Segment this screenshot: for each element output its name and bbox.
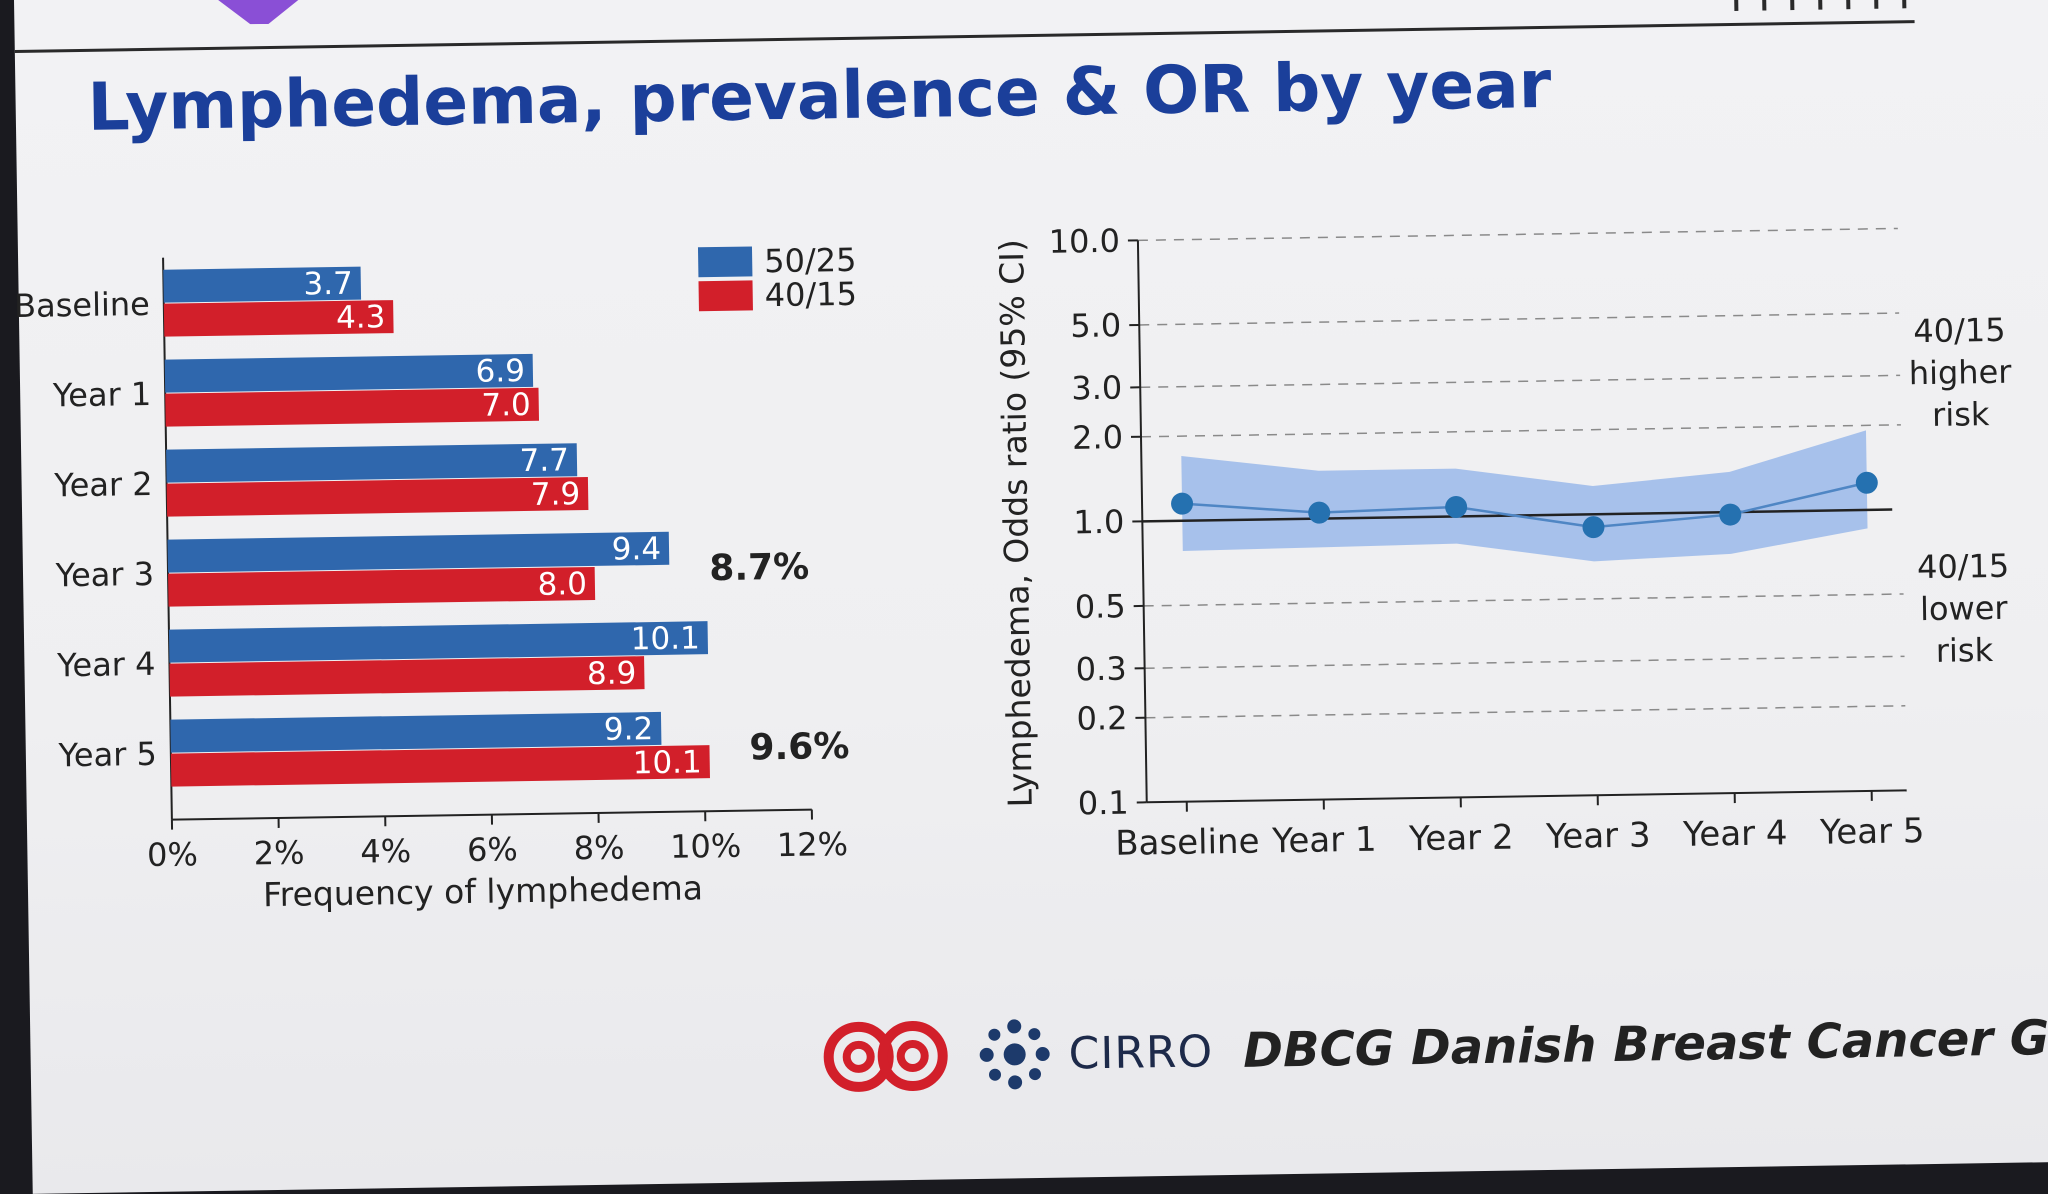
x-tick-label: Year 1 xyxy=(1271,820,1377,862)
x-tick-label: Baseline xyxy=(1115,822,1260,864)
side-note-lower: risk xyxy=(1936,631,1994,670)
bar-value-label: 7.9 xyxy=(531,476,581,513)
y-tick-label: 2.0 xyxy=(1072,418,1123,457)
dbcg-label: DBCG Danish Breast Cancer Group xyxy=(1242,1008,2048,1079)
side-note-upper: 40/15 xyxy=(1913,311,2006,350)
x-tick-label: 12% xyxy=(777,825,849,864)
y-tick-label: 0.1 xyxy=(1078,784,1129,823)
category-label: Year 1 xyxy=(52,375,152,415)
y-tick-label: 5.0 xyxy=(1070,306,1121,345)
or-point xyxy=(1171,492,1194,515)
legend-label: 50/25 xyxy=(764,241,857,280)
bar xyxy=(166,477,589,517)
bar xyxy=(163,300,394,337)
or-point xyxy=(1308,501,1331,524)
legend-label: 40/15 xyxy=(764,275,857,314)
gridline xyxy=(1137,227,1898,242)
category-label: Year 5 xyxy=(57,735,157,775)
bar xyxy=(167,531,670,573)
bar xyxy=(170,711,662,753)
bar xyxy=(168,621,709,663)
bar-value-label: 10.1 xyxy=(630,620,700,657)
gridline xyxy=(1144,655,1905,670)
bar xyxy=(163,266,362,303)
bar-value-label: 8.9 xyxy=(587,655,637,692)
slide: Lymphedema, prevalence & OR by year 0% 2%… xyxy=(14,0,2048,1194)
bar xyxy=(170,745,710,787)
side-note-lower: lower xyxy=(1920,589,2009,628)
y-tick-label: 0.2 xyxy=(1076,699,1127,738)
side-note-lower: 40/15 xyxy=(1917,547,2010,586)
gridline xyxy=(1143,593,1904,607)
prevalence-bar-chart: 0% 2% 4% 6% 8% 10% 12% Frequency of lymphedema B… xyxy=(14,241,857,914)
y-tick-label: 1.0 xyxy=(1073,503,1124,542)
gridline xyxy=(1140,424,1901,438)
legend-swatch xyxy=(698,280,753,312)
bar-value-label: 7.7 xyxy=(519,442,569,479)
x-tick-label: 2% xyxy=(253,834,304,873)
x-tick-label: Year 2 xyxy=(1408,818,1514,860)
cirro-logo-icon xyxy=(979,1019,1050,1090)
bar-value-label: 10.1 xyxy=(632,744,702,781)
side-note-upper: higher xyxy=(1908,353,2012,393)
or-point xyxy=(1719,503,1742,526)
bar-value-label: 6.9 xyxy=(475,353,525,390)
or-point xyxy=(1445,496,1468,519)
category-label: Year 2 xyxy=(53,465,153,505)
side-note-upper: risk xyxy=(1932,395,1990,434)
bar xyxy=(168,566,596,607)
bar-value-label: 3.7 xyxy=(303,266,353,303)
annotation-label: 8.7% xyxy=(709,547,809,590)
x-axis-title: Frequency of lymphedema xyxy=(263,868,703,914)
y-tick-label: 0.5 xyxy=(1074,587,1125,626)
x-tick-label: 6% xyxy=(467,830,518,869)
bar-value-label: 9.2 xyxy=(604,711,654,748)
gridline xyxy=(1139,312,1900,326)
y-tick-label: 0.3 xyxy=(1075,650,1126,689)
x-axis-line xyxy=(1146,789,1907,804)
gridline xyxy=(1140,374,1901,389)
or-point xyxy=(1582,516,1605,539)
x-tick-label: 10% xyxy=(670,827,742,866)
x-tick-label: 8% xyxy=(573,829,624,868)
ci-band xyxy=(1181,430,1868,562)
bar xyxy=(169,656,645,697)
bar xyxy=(165,387,540,427)
dbcg-logo-icon xyxy=(823,1021,948,1092)
y-tick-label: 10.0 xyxy=(1048,222,1120,261)
bar-value-label: 9.4 xyxy=(611,531,661,568)
footer-logos: CIRRO DBCG Danish Breast Cancer Group xyxy=(820,996,2048,1097)
gridline xyxy=(1145,705,1906,719)
bar-value-label: 8.0 xyxy=(537,566,587,603)
or-point xyxy=(1855,471,1878,494)
or-line xyxy=(1181,481,1868,529)
bar xyxy=(166,443,578,483)
x-tick-label: Year 4 xyxy=(1682,813,1788,855)
x-tick-label: Year 5 xyxy=(1819,811,1925,853)
bar-value-label: 4.3 xyxy=(336,299,386,336)
cirro-label: CIRRO xyxy=(1068,1025,1214,1080)
category-label: Year 3 xyxy=(54,555,154,595)
bar xyxy=(164,353,534,393)
y-axis-title: Lymphedema, Odds ratio (95% CI) xyxy=(992,239,1040,808)
annotation-label: 9.6% xyxy=(749,726,849,769)
x-tick-label: 4% xyxy=(360,832,411,871)
category-label: Baseline xyxy=(14,285,150,325)
x-tick-label: Year 3 xyxy=(1545,815,1651,857)
category-label: Year 4 xyxy=(56,645,156,685)
x-tick-label: 0% xyxy=(147,835,198,874)
bar-value-label: 7.0 xyxy=(481,387,531,424)
legend-swatch xyxy=(697,246,753,278)
y-tick-label: 3.0 xyxy=(1071,369,1122,408)
